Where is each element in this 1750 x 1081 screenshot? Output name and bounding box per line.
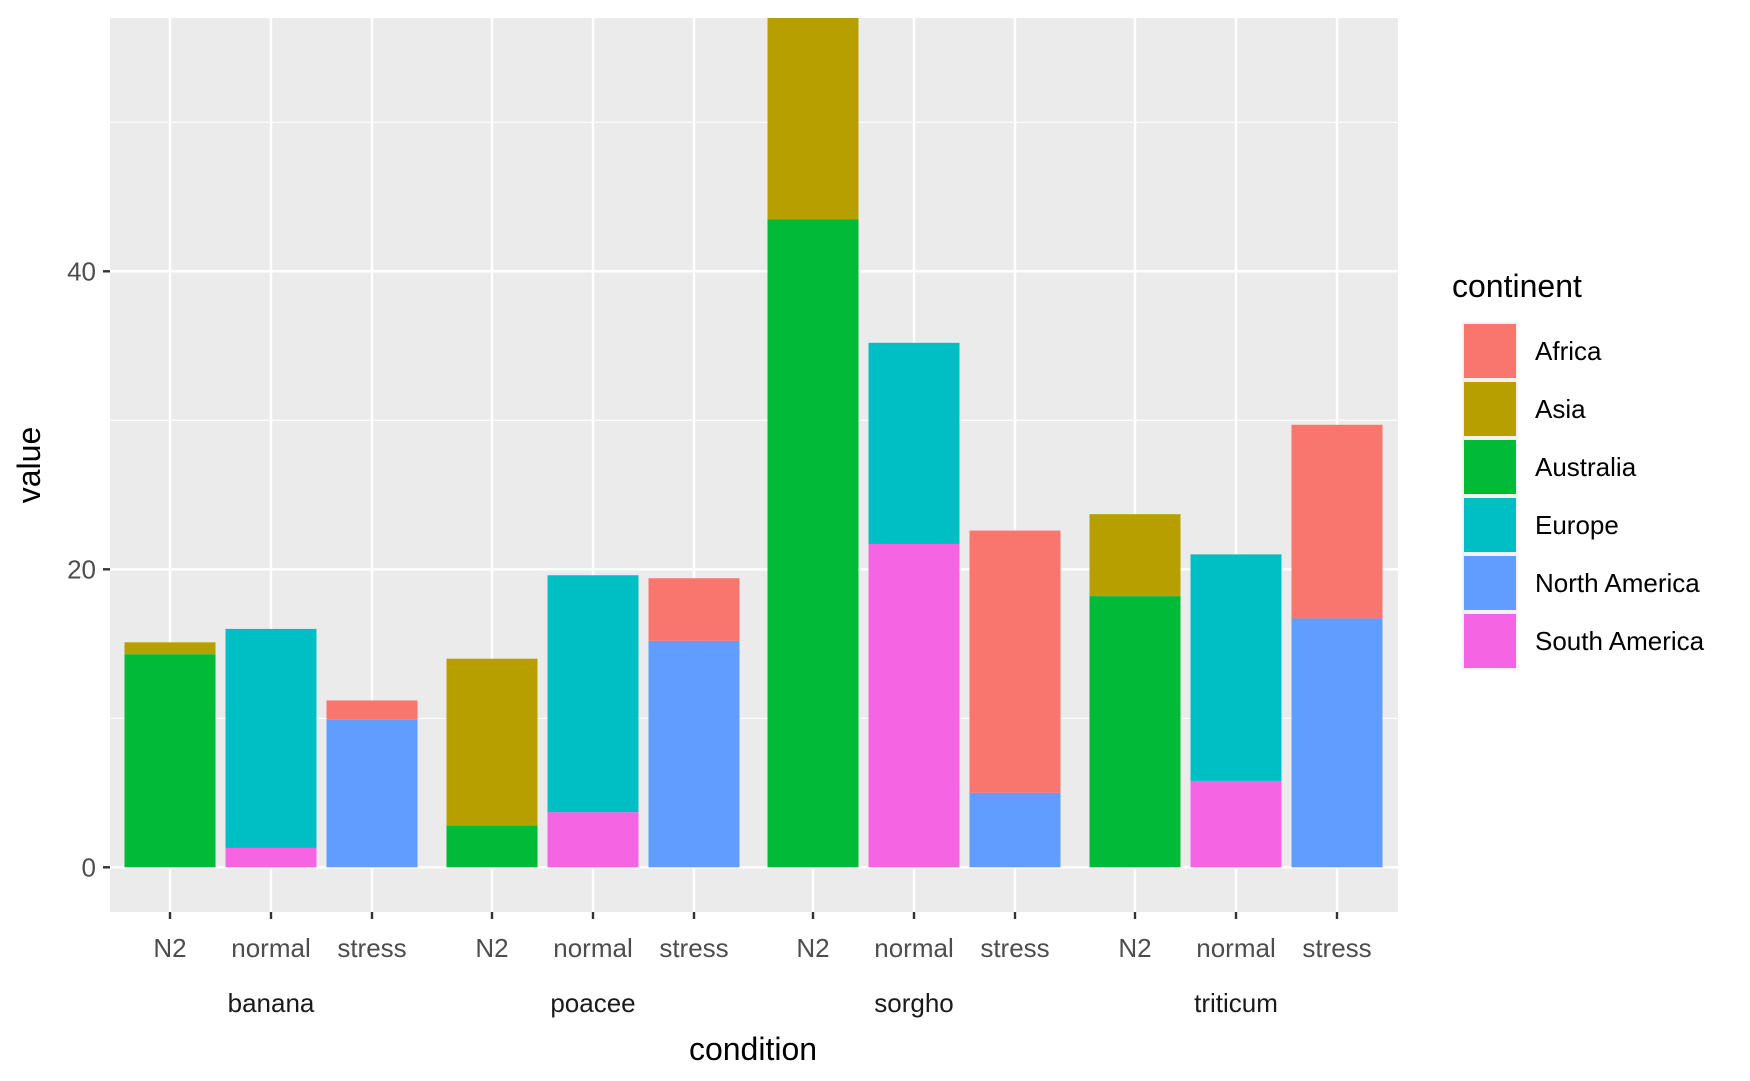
x-tick-label-triticum-N2: N2 — [1118, 933, 1151, 963]
y-tick-label-2: 40 — [67, 256, 96, 286]
legend-label-africa: Africa — [1535, 336, 1602, 366]
bar-sorgho-normal-south-america — [868, 543, 960, 868]
x-tick-label-sorgho-stress: stress — [980, 933, 1049, 963]
legend-label-asia: Asia — [1535, 394, 1586, 424]
bar-sorgho-stress-africa — [969, 530, 1061, 793]
bar-poacee-N2-australia — [446, 825, 538, 868]
x-tick-label-triticum-normal: normal — [1196, 933, 1275, 963]
bar-poacee-stress-north-america — [648, 640, 740, 868]
x-tick-label-banana-stress: stress — [337, 933, 406, 963]
legend-label-australia: Australia — [1535, 452, 1637, 482]
y-tick-label-1: 20 — [67, 554, 96, 584]
x-tick-label-banana-normal: normal — [231, 933, 310, 963]
bar-sorgho-N2-australia — [767, 219, 859, 868]
bar-banana-normal-south-america — [225, 847, 317, 868]
bar-poacee-N2-asia — [446, 658, 538, 826]
legend-swatch-asia — [1464, 382, 1516, 436]
bar-banana-stress-north-america — [326, 719, 418, 868]
x-tick-label-sorgho-normal: normal — [874, 933, 953, 963]
x-tick-label-poacee-N2: N2 — [475, 933, 508, 963]
y-tick-label-0: 0 — [82, 852, 96, 882]
panel-background — [110, 18, 1398, 912]
y-axis-title: value — [11, 427, 47, 504]
bar-banana-N2-australia — [124, 654, 216, 868]
legend: continent Africa Asia Australia Europe North… — [1452, 268, 1705, 670]
bar-poacee-normal-south-america — [547, 812, 639, 868]
legend-swatch-australia — [1464, 440, 1516, 494]
group-label-triticum: triticum — [1194, 988, 1278, 1018]
x-tick-label-banana-N2: N2 — [153, 933, 186, 963]
legend-label-north-america: North America — [1535, 568, 1700, 598]
bar-triticum-N2-australia — [1089, 596, 1181, 868]
x-tick-label-sorgho-N2: N2 — [796, 933, 829, 963]
bar-banana-N2-asia — [124, 642, 216, 655]
legend-label-europe: Europe — [1535, 510, 1619, 540]
x-tick-label-poacee-normal: normal — [553, 933, 632, 963]
bar-sorgho-normal-europe — [868, 342, 960, 544]
x-tick-label-poacee-stress: stress — [659, 933, 728, 963]
legend-title: continent — [1452, 268, 1582, 304]
legend-swatch-north-america — [1464, 556, 1516, 610]
bar-triticum-N2-asia — [1089, 514, 1181, 597]
x-axis: N2 normal stress banana N2 normal stress poacee… — [153, 912, 1372, 1018]
bar-banana-normal-europe — [225, 628, 317, 848]
bar-triticum-normal-europe — [1190, 554, 1282, 781]
legend-swatch-europe — [1464, 498, 1516, 552]
x-tick-label-triticum-stress: stress — [1302, 933, 1371, 963]
group-label-banana: banana — [228, 988, 315, 1018]
bar-banana-stress-africa — [326, 700, 418, 720]
plot-panel — [110, 18, 1398, 912]
group-label-poacee: poacee — [550, 988, 635, 1018]
x-axis-title: condition — [689, 1031, 817, 1067]
bar-poacee-normal-europe — [547, 575, 639, 813]
group-label-sorgho: sorgho — [874, 988, 954, 1018]
legend-swatch-south-america — [1464, 614, 1516, 668]
bar-triticum-normal-south-america — [1190, 780, 1282, 868]
bar-sorgho-N2-asia — [767, 18, 859, 220]
bar-sorgho-stress-north-america — [969, 792, 1061, 868]
legend-label-south-america: South America — [1535, 626, 1705, 656]
bars — [124, 18, 1383, 868]
legend-swatch-africa — [1464, 324, 1516, 378]
y-axis: 0 20 40 — [67, 256, 110, 882]
bar-poacee-stress-africa — [648, 578, 740, 641]
bar-triticum-stress-north-america — [1291, 618, 1383, 868]
bar-triticum-stress-africa — [1291, 424, 1383, 619]
